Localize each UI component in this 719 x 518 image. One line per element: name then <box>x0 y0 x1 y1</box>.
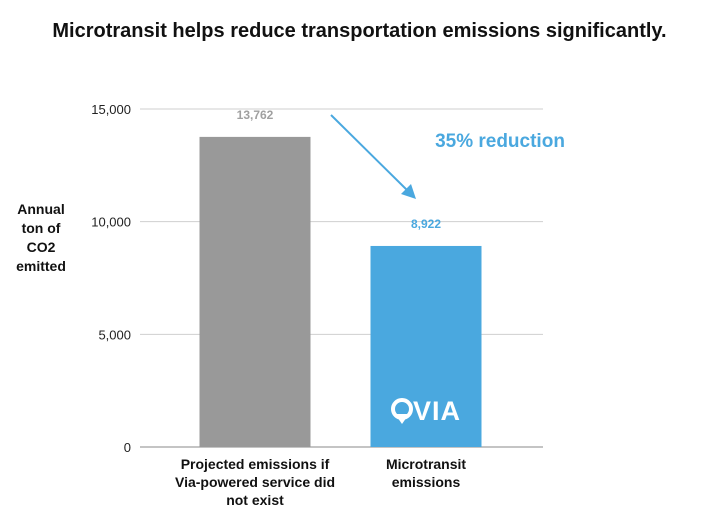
y-axis-label: Annual ton of CO2 emitted <box>6 200 76 276</box>
x-tick-label-line: emissions <box>392 474 461 490</box>
data-label: 13,762 <box>237 108 274 122</box>
x-tick-label: Projected emissions if Via-powered servic… <box>175 456 335 508</box>
x-tick-label: Microtransit emissions <box>386 456 466 490</box>
x-tick-label-line: Projected emissions if <box>181 456 330 472</box>
x-tick-label-line: not exist <box>226 492 284 508</box>
annotation-label: 35% reduction <box>435 131 565 152</box>
y-tick-label: 5,000 <box>98 327 131 342</box>
arrow-head <box>401 184 416 199</box>
via-logo: VIA <box>413 396 461 426</box>
x-tick-label-line: Via-powered service did <box>175 474 335 490</box>
data-label: 8,922 <box>411 217 441 231</box>
y-axis-label-line: emitted <box>16 258 66 274</box>
arrow-line <box>330 114 411 194</box>
y-tick-label: 10,000 <box>91 215 131 230</box>
bar <box>199 136 311 447</box>
y-tick-label: 15,000 <box>91 102 131 117</box>
y-axis-label-line: Annual <box>17 201 65 217</box>
bar <box>370 245 482 447</box>
y-tick-label: 0 <box>124 440 131 455</box>
y-axis-label-line: CO2 <box>26 239 56 255</box>
logo-pin-tip-icon <box>395 414 409 424</box>
x-tick-label-line: Microtransit <box>386 456 466 472</box>
y-axis-label-line: ton of <box>21 220 61 236</box>
chart-title: Microtransit helps reduce transportation… <box>52 20 667 42</box>
